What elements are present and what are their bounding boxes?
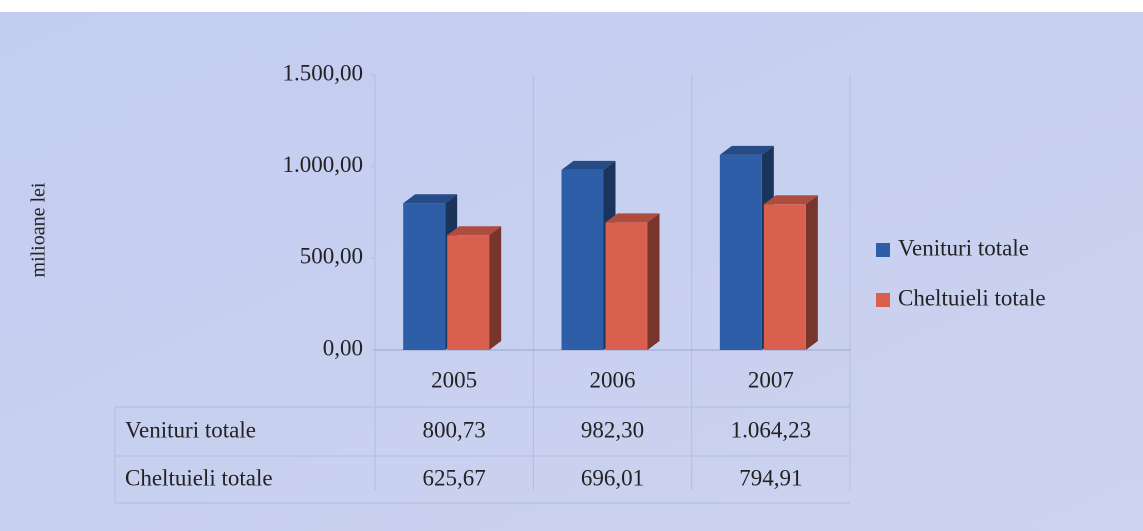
bar-top [403,194,458,204]
y-tick-label: 1.000,00 [283,152,364,177]
bar [763,204,806,350]
bar-top [763,195,818,205]
legend-swatch [876,293,890,307]
bar [605,222,648,350]
table-row-label: Venituri totale [125,417,256,442]
table-value: 696,01 [581,465,644,490]
bar [447,235,490,350]
table-value: 625,67 [423,465,486,490]
y-tick-label: 500,00 [300,244,363,269]
bar-top [447,226,502,236]
y-tick-label: 0,00 [323,335,363,360]
legend-label: Cheltuieli totale [898,285,1046,310]
bar-side [805,195,818,350]
table-row-label: Cheltuieli totale [125,465,273,490]
bar [719,154,762,350]
x-tick-label: 2005 [431,367,477,392]
x-tick-label: 2006 [590,367,636,392]
table-value: 800,73 [423,417,486,442]
bar-top [605,213,660,223]
y-axis-label: milioane lei [28,182,50,277]
y-tick-label: 1.500,00 [283,60,364,85]
bar-side [489,226,502,350]
legend-swatch [876,243,890,257]
bar-side [647,213,660,350]
bar [561,169,604,350]
x-tick-label: 2007 [748,367,794,392]
bar [403,203,446,350]
bar-top [719,145,774,155]
table-value: 1.064,23 [731,417,812,442]
table-value: 982,30 [581,417,644,442]
legend-label: Venituri totale [898,235,1029,260]
table-value: 794,91 [739,465,802,490]
bar-top [561,160,616,170]
